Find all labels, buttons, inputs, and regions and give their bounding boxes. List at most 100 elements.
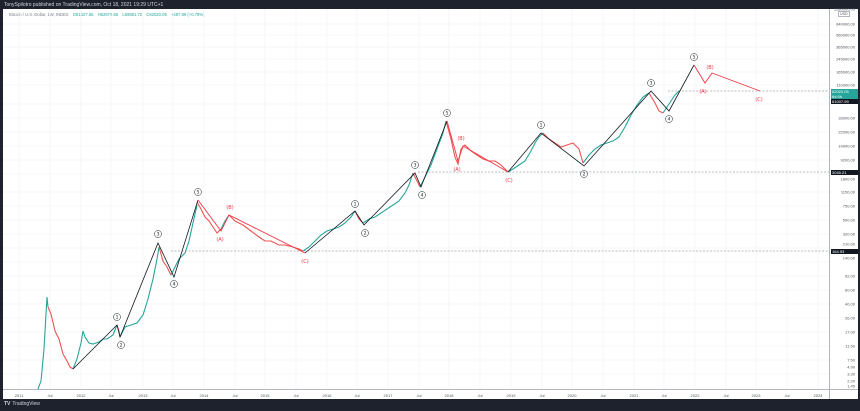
x-tick: 2022 xyxy=(690,393,700,398)
currency-label[interactable]: USD xyxy=(838,11,850,17)
svg-text:(B): (B) xyxy=(457,136,464,142)
y-tick: 17.00 xyxy=(844,329,855,335)
x-tick: 2019 xyxy=(506,393,516,398)
y-tick: 750.00 xyxy=(842,203,855,209)
bar-countdown: 6d 6h xyxy=(832,94,843,99)
x-tick: Jul xyxy=(354,393,360,398)
svg-text:2: 2 xyxy=(583,172,586,178)
y-tick: 210.00 xyxy=(842,241,855,247)
y-tick: 40.00 xyxy=(844,301,855,307)
y-tick: 22000.00 xyxy=(838,129,855,135)
close-value: C62020.05 xyxy=(146,12,167,17)
elliott-impulse-lines[interactable] xyxy=(72,64,695,370)
x-tick: 2020 xyxy=(567,393,577,398)
x-tick: Jul xyxy=(108,393,114,398)
svg-text:4: 4 xyxy=(421,193,424,199)
y-tick: 14000.00 xyxy=(838,143,855,149)
svg-text:1: 1 xyxy=(540,123,543,129)
x-tick: Jul xyxy=(170,393,176,398)
tradingview-logo-icon: TV xyxy=(4,401,11,407)
x-tick: Jul xyxy=(47,393,53,398)
horizontal-levels[interactable] xyxy=(171,90,829,252)
y-tick: 92.00 xyxy=(844,273,855,279)
x-tick: Jul xyxy=(416,393,422,398)
svg-text:(A): (A) xyxy=(699,89,706,95)
x-tick: 2015 xyxy=(260,393,270,398)
price-axis[interactable]: 1280000.00 USD 640000.00 560000.00 36500… xyxy=(829,6,858,389)
svg-text:(B): (B) xyxy=(706,65,713,71)
y-tick: 500.00 xyxy=(842,217,855,223)
price-series xyxy=(37,90,680,389)
elliott-correction-lines[interactable] xyxy=(197,64,761,254)
last-price-tag: 62020.05 6d 6h xyxy=(831,89,858,99)
x-tick: 2023 xyxy=(751,393,761,398)
svg-text:3: 3 xyxy=(157,232,160,238)
high-value: H62679.65 xyxy=(97,12,119,17)
y-tick: 1.45 xyxy=(847,383,855,389)
x-tick: 2024 xyxy=(813,393,823,398)
x-tick: Jul xyxy=(293,393,299,398)
price-chart[interactable]: 1 2 3 4 5 1 2 3 4 5 1 2 3 4 5 (A) (B) (C) (A) (B)… xyxy=(3,9,829,389)
y-tick: 60.00 xyxy=(844,287,855,293)
x-tick: 2017 xyxy=(383,393,393,398)
symbol-legend: Bitcoin / U.S. Dollar, 1W, INDEX O61527.… xyxy=(9,12,208,17)
change-value: +487.89 (+0.79%) xyxy=(170,12,205,17)
x-tick: Jul xyxy=(723,393,729,398)
symbol-name: Bitcoin / U.S. Dollar, 1W, INDEX xyxy=(9,12,69,17)
x-tick: 2013 xyxy=(138,393,148,398)
x-tick: Jul xyxy=(232,393,238,398)
y-tick: 140.00 xyxy=(842,255,855,261)
y-tick: 3.30 xyxy=(847,371,855,377)
y-tick: 640000.00 xyxy=(836,21,855,27)
svg-text:(A): (A) xyxy=(453,167,460,173)
x-tick: 2012 xyxy=(76,393,86,398)
y-tick: 165000.00 xyxy=(836,69,855,75)
brand-name: TradingView xyxy=(12,401,40,407)
y-tick: 245000.00 xyxy=(836,56,855,62)
y-tick: 560000.00 xyxy=(836,32,855,38)
x-tick: Jul xyxy=(477,393,483,398)
x-tick: 2016 xyxy=(322,393,332,398)
x-tick: Jul xyxy=(539,393,545,398)
svg-text:2: 2 xyxy=(120,343,123,349)
y-tick: 320.00 xyxy=(842,231,855,237)
svg-text:(B): (B) xyxy=(226,205,233,211)
x-tick: 2021 xyxy=(629,393,639,398)
y-tick: 1150.00 xyxy=(840,189,855,195)
svg-text:1: 1 xyxy=(354,202,357,208)
y-tick: 7.50 xyxy=(847,357,855,363)
svg-text:3: 3 xyxy=(650,81,653,87)
chart-panel[interactable]: Bitcoin / U.S. Dollar, 1W, INDEX O61527.… xyxy=(3,6,858,399)
tradingview-footer: TV TradingView xyxy=(4,401,40,407)
svg-text:(C): (C) xyxy=(301,259,308,265)
publisher-line: TonySpilotro published on TradingView.co… xyxy=(4,2,164,8)
y-tick: 4.90 xyxy=(847,364,855,370)
y-tick: 1280000.00 xyxy=(833,6,855,12)
low-value: L59881.72 xyxy=(122,12,143,17)
svg-text:4: 4 xyxy=(668,117,671,123)
axis-corner xyxy=(829,389,858,399)
x-tick: Jul xyxy=(600,393,606,398)
grid-lines xyxy=(3,9,829,389)
ohlc-values: O61527.55 H62679.65 L59881.72 C62020.05 … xyxy=(73,12,208,17)
y-tick: 11.50 xyxy=(845,343,855,349)
level-3045-tag: 3045.21 xyxy=(831,170,858,175)
svg-text:5: 5 xyxy=(693,55,696,61)
x-tick: 2018 xyxy=(444,393,454,398)
last-price: 62020.05 xyxy=(832,89,849,94)
x-tick: Jul xyxy=(661,393,667,398)
x-tick: 2011 xyxy=(14,393,24,398)
time-axis[interactable]: 2011 Jul 2012 Jul 2013 Jul 2014 Jul 2015… xyxy=(3,389,829,399)
svg-text:5: 5 xyxy=(446,111,449,117)
y-tick: 26.00 xyxy=(844,315,855,321)
open-value: O61527.55 xyxy=(72,12,94,17)
svg-text:4: 4 xyxy=(173,282,176,288)
svg-text:(C): (C) xyxy=(755,97,762,103)
svg-text:(C): (C) xyxy=(505,178,512,184)
wave-labels: 1 2 3 4 5 1 2 3 4 5 1 2 3 4 5 (A) (B) (C) (A) (B)… xyxy=(113,53,763,349)
svg-text:(A): (A) xyxy=(216,237,223,243)
svg-text:5: 5 xyxy=(197,190,200,196)
y-tick: 110000.00 xyxy=(836,82,855,88)
y-tick: 365000.00 xyxy=(836,44,855,50)
